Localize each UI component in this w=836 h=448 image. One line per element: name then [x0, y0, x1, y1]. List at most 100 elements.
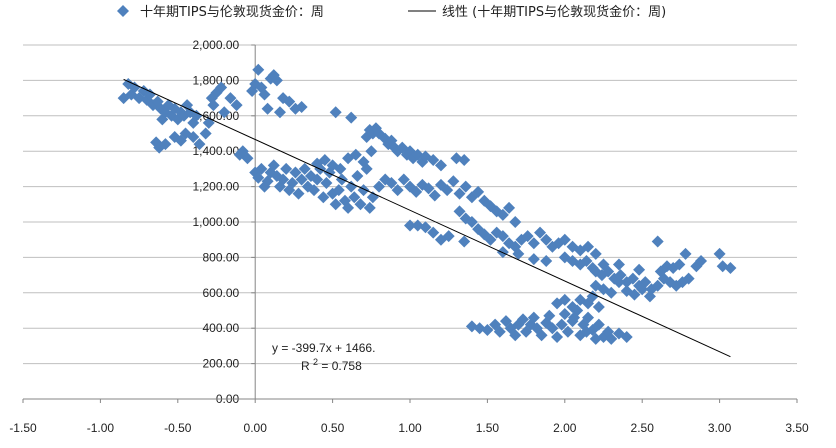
data-point: [592, 300, 605, 313]
x-tick-label: 0.50: [321, 421, 345, 435]
data-point: [459, 180, 472, 193]
data-point: [527, 253, 540, 266]
data-point: [458, 154, 471, 167]
y-tick-label: 1,200.00: [192, 180, 239, 194]
data-point: [580, 325, 593, 338]
data-point: [682, 272, 695, 285]
data-point: [442, 230, 455, 243]
data-point: [332, 184, 345, 197]
data-point: [397, 173, 410, 186]
data-point: [218, 106, 231, 119]
data-point: [561, 325, 574, 338]
r-squared-superscript: 2: [313, 357, 318, 367]
data-point: [626, 272, 639, 285]
data-point: [453, 205, 466, 218]
data-point: [612, 276, 625, 289]
data-point: [419, 221, 432, 234]
legend-marker-scatter: [117, 5, 129, 17]
data-point: [628, 288, 641, 301]
data-point: [580, 254, 593, 267]
data-point: [453, 187, 466, 200]
x-tick-label: 2.00: [553, 421, 577, 435]
data-point: [311, 173, 324, 186]
data-point: [568, 311, 581, 324]
data-point: [230, 99, 243, 112]
x-tick-label: -0.50: [164, 421, 192, 435]
data-point: [582, 240, 595, 253]
data-point: [503, 201, 516, 214]
axes: [22, 44, 798, 403]
data-point: [434, 159, 447, 172]
data-point: [496, 246, 509, 259]
data-point: [620, 331, 633, 344]
data-point: [308, 184, 321, 197]
data-point: [605, 286, 618, 299]
data-point: [354, 198, 367, 211]
data-point: [558, 233, 571, 246]
r-squared-prefix: R: [301, 359, 310, 373]
r-squared: R 2 = 0.758: [301, 354, 362, 373]
data-point: [249, 166, 262, 179]
data-point: [605, 332, 618, 345]
data-point: [679, 247, 692, 260]
data-point: [651, 235, 664, 248]
x-tick-label: 2.50: [631, 421, 655, 435]
data-point: [289, 166, 302, 179]
data-point: [286, 177, 299, 190]
data-point: [349, 148, 362, 161]
data-point: [558, 293, 571, 306]
data-point: [546, 322, 559, 335]
data-point: [318, 154, 331, 167]
data-point: [643, 290, 656, 303]
data-point: [521, 230, 534, 243]
data-point: [458, 235, 471, 248]
data-point: [295, 100, 308, 113]
data-point: [484, 233, 497, 246]
y-tick-label: 800.00: [202, 250, 239, 264]
data-point: [540, 254, 553, 267]
y-tick-label: 2,000.00: [192, 38, 239, 52]
y-tick-label: 1,400.00: [192, 144, 239, 158]
data-point: [534, 226, 547, 239]
data-point: [447, 175, 460, 188]
data-point: [373, 180, 386, 193]
data-point: [258, 88, 271, 101]
x-tick-label: -1.00: [87, 421, 115, 435]
x-tick-label: 3.50: [785, 421, 809, 435]
data-point: [334, 162, 347, 175]
data-point: [597, 258, 610, 271]
data-point: [428, 189, 441, 202]
x-tick-label: 3.00: [708, 421, 732, 435]
data-point: [385, 177, 398, 190]
data-point: [673, 258, 686, 271]
data-point: [329, 198, 342, 211]
y-tick-label: 400.00: [202, 321, 239, 335]
data-point: [651, 279, 664, 292]
data-point: [187, 131, 200, 144]
data-point: [555, 318, 568, 331]
data-point: [633, 263, 646, 276]
data-point: [270, 74, 283, 87]
data-point: [345, 180, 358, 193]
regression-equation: y = -399.7x + 1466.: [272, 341, 375, 355]
data-point: [427, 226, 440, 239]
data-point: [342, 201, 355, 214]
data-point: [543, 309, 556, 322]
y-tick-label: 1,000.00: [192, 215, 239, 229]
data-point: [540, 233, 553, 246]
data-point: [558, 308, 571, 321]
data-point: [249, 77, 262, 90]
data-point: [320, 177, 333, 190]
data-point: [535, 329, 548, 342]
data-point: [252, 63, 265, 76]
data-point: [695, 254, 708, 267]
data-point: [348, 191, 361, 204]
data-point: [586, 290, 599, 303]
data-point: [298, 162, 311, 175]
data-point: [329, 106, 342, 119]
data-point: [357, 155, 370, 168]
legend-label-scatter: 十年期TIPS与伦敦现货金价：周: [140, 4, 324, 20]
data-point: [317, 191, 330, 204]
data-point: [391, 184, 404, 197]
data-point: [207, 99, 220, 112]
